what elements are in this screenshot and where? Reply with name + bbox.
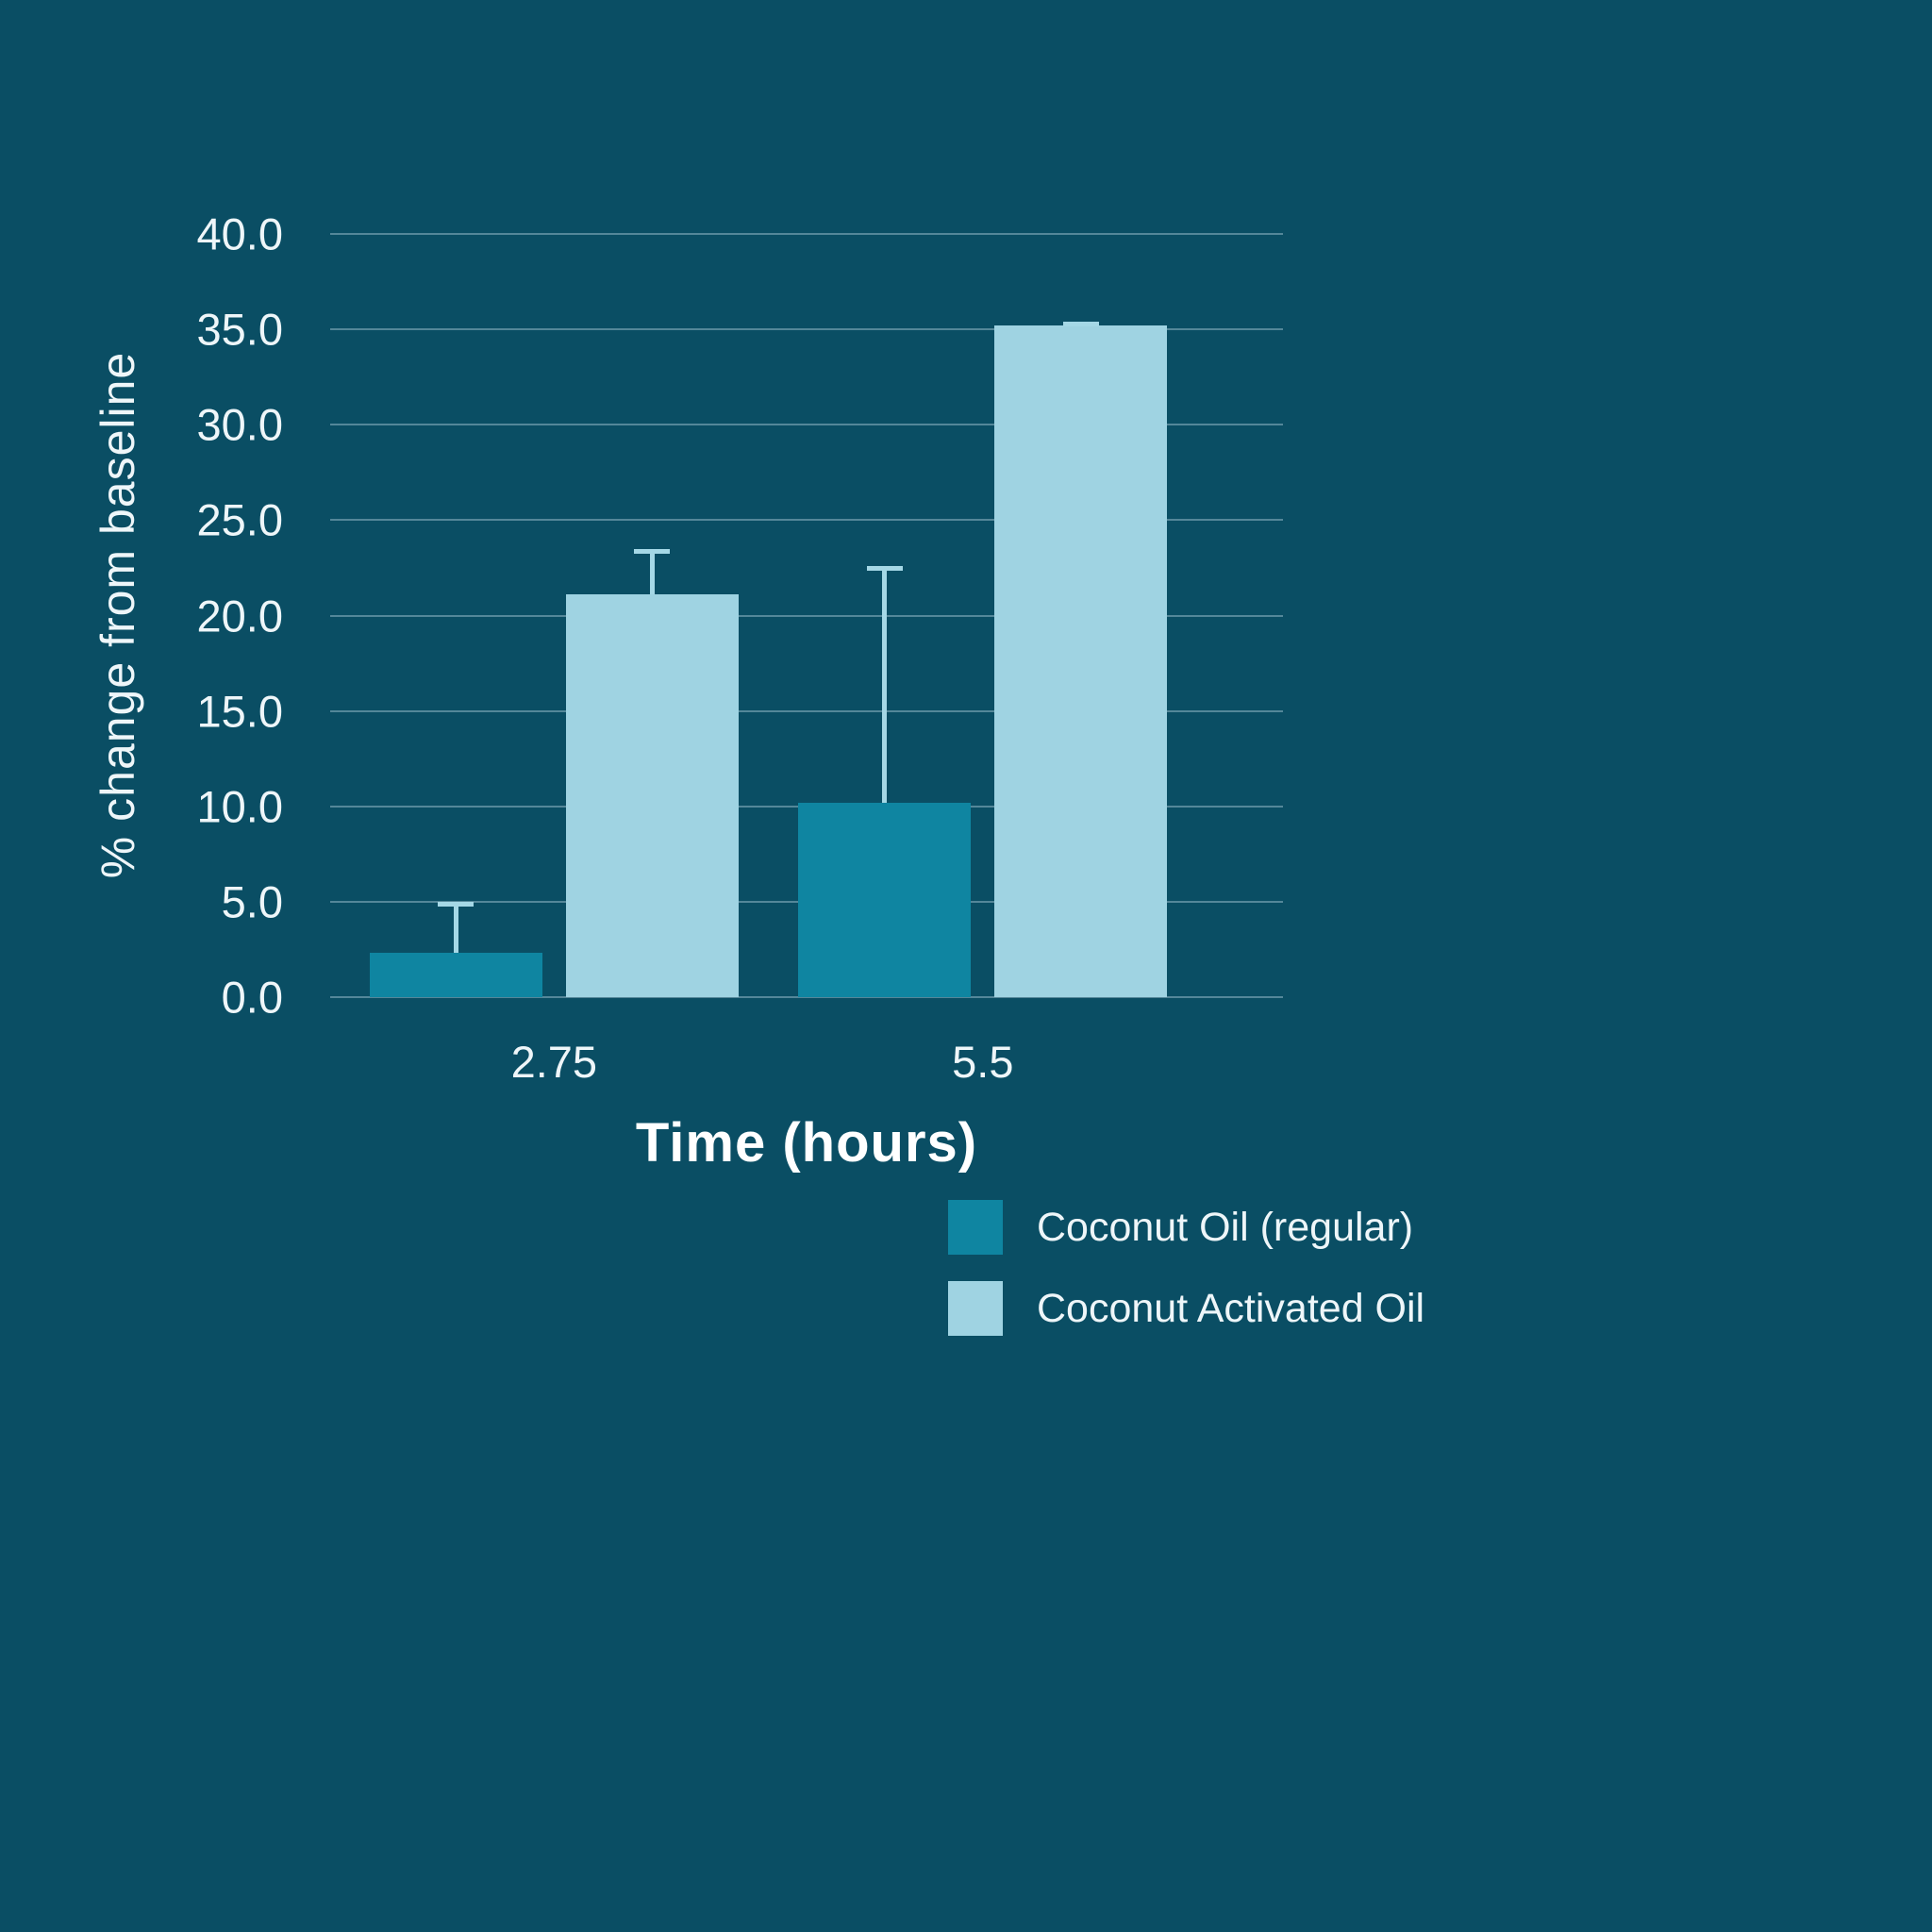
legend-label-activated: Coconut Activated Oil: [1037, 1285, 1425, 1331]
legend-item-regular: Coconut Oil (regular): [948, 1200, 1424, 1255]
gridline: [330, 614, 1283, 617]
error-bar-cap: [866, 565, 903, 571]
error-bar-whisker: [453, 901, 458, 954]
y-tick-label: 0.0: [221, 972, 283, 1023]
bar-activated-5.5: [994, 325, 1168, 997]
gridline: [330, 709, 1283, 712]
legend-item-activated: Coconut Activated Oil: [948, 1281, 1424, 1336]
legend-swatch-activated-icon: [948, 1281, 1003, 1336]
y-tick-label: 35.0: [196, 304, 283, 355]
plot-area: [330, 233, 1283, 998]
bar-activated-2.75: [565, 594, 739, 997]
error-bar-whisker: [882, 565, 888, 803]
y-tick-label: 25.0: [196, 494, 283, 545]
y-tick-label: 15.0: [196, 686, 283, 737]
error-bar-cap: [1062, 322, 1099, 327]
y-tick-label: 10.0: [196, 781, 283, 832]
x-tick-label: 2.75: [510, 1037, 598, 1087]
error-bar-whisker: [649, 548, 655, 595]
legend-label-regular: Coconut Oil (regular): [1037, 1204, 1414, 1250]
y-tick-label: 5.0: [221, 876, 283, 927]
gridline: [330, 233, 1283, 235]
y-tick-label: 30.0: [196, 399, 283, 450]
gridline: [330, 996, 1283, 998]
gridline: [330, 328, 1283, 331]
y-tick-label: 20.0: [196, 591, 283, 641]
bar-regular-5.5: [798, 802, 972, 997]
x-tick-label: 5.5: [952, 1037, 1014, 1087]
legend: Coconut Oil (regular) Coconut Activated …: [948, 1200, 1424, 1336]
gridline: [330, 519, 1283, 522]
error-bar-cap: [438, 901, 475, 907]
x-axis-title: Time (hours): [635, 1112, 978, 1174]
error-bar-cap: [634, 548, 671, 554]
gridline: [330, 424, 1283, 426]
y-tick-label: 40.0: [196, 208, 283, 259]
bar-regular-2.75: [369, 953, 542, 997]
legend-swatch-regular-icon: [948, 1200, 1003, 1255]
